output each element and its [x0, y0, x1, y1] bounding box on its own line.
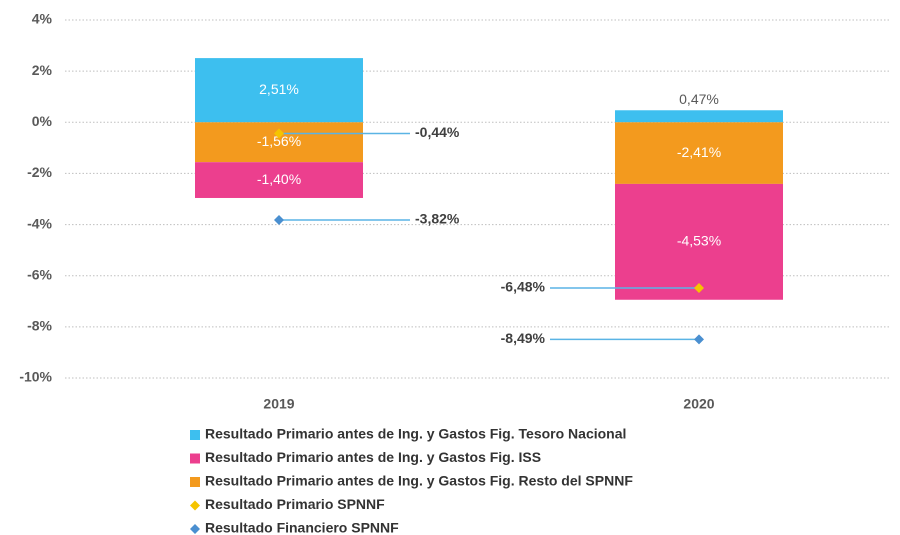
point-label: -8,49%	[501, 330, 546, 346]
data-label: 2,51%	[259, 81, 299, 97]
point-marker	[694, 282, 704, 293]
data-label: -1,40%	[257, 171, 301, 187]
legend-label: Resultado Financiero SPNNF	[205, 520, 399, 535]
bar-segment	[615, 122, 783, 184]
bar-segment	[195, 58, 363, 123]
point-marker	[274, 214, 284, 225]
y-tick-label: -4%	[27, 215, 52, 231]
y-tick-label: -6%	[27, 266, 52, 282]
legend-label: Resultado Primario antes de Ing. y Gasto…	[205, 449, 541, 465]
bar-segment	[195, 162, 363, 198]
data-label: -4,53%	[677, 233, 721, 249]
y-tick-label: -2%	[27, 164, 52, 180]
point-marker	[274, 128, 284, 139]
y-tick-label: 0%	[32, 113, 53, 129]
point-label: -6,48%	[501, 279, 546, 295]
legend-label: Resultado Primario SPNNF	[205, 496, 385, 512]
y-tick-label: -8%	[27, 318, 52, 334]
bar-segment	[615, 110, 783, 123]
x-tick-label: 2020	[683, 396, 714, 412]
point-label: -0,44%	[415, 124, 460, 140]
data-label: -1,56%	[257, 133, 301, 149]
legend-swatch	[190, 524, 200, 534]
y-tick-label: 2%	[32, 62, 53, 78]
x-tick-label: 2019	[263, 396, 294, 412]
legend-label: Resultado Primario antes de Ing. y Gasto…	[205, 426, 626, 442]
data-label: -2,41%	[677, 144, 721, 160]
legend-swatch	[190, 453, 200, 464]
legend-swatch	[190, 500, 200, 511]
point-label: -3,82%	[415, 211, 460, 227]
y-tick-label: -10%	[19, 369, 52, 385]
legend-label: Resultado Primario antes de Ing. y Gasto…	[205, 473, 633, 489]
data-label: 0,47%	[679, 91, 719, 107]
legend-swatch	[190, 430, 200, 440]
legend-swatch	[190, 477, 200, 487]
y-tick-label: 4%	[32, 11, 53, 27]
point-marker	[694, 334, 704, 345]
bar-segment	[615, 183, 783, 300]
